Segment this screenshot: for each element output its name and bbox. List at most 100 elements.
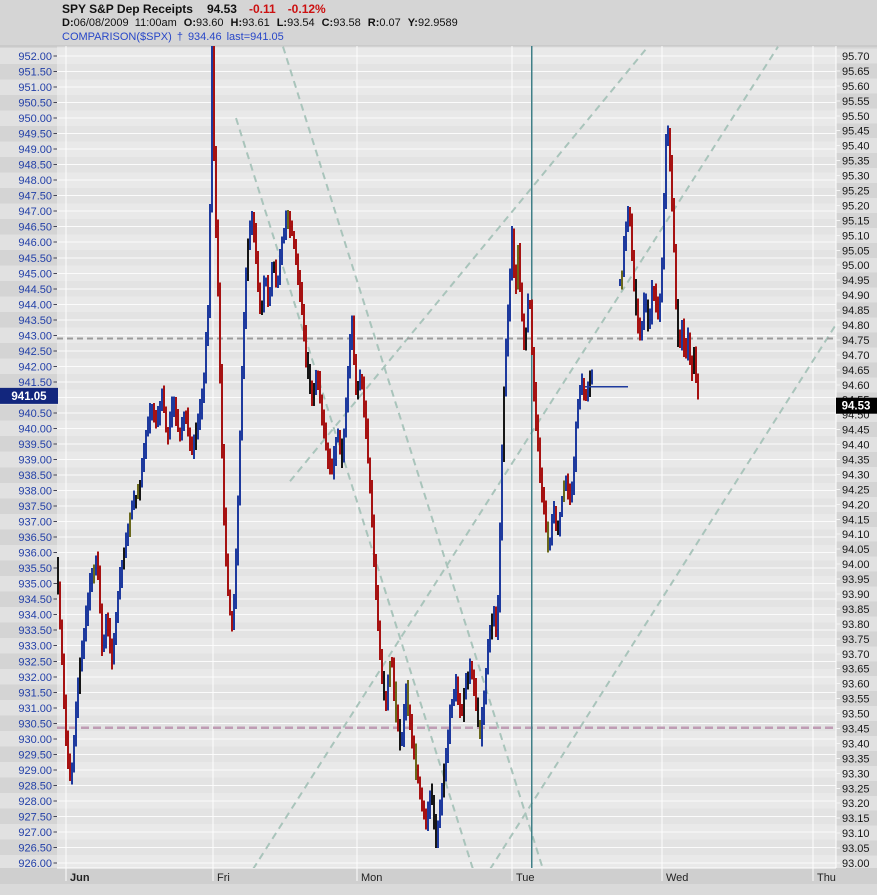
price-bar	[653, 285, 655, 301]
price-bar	[513, 228, 515, 279]
axis-band	[836, 586, 877, 602]
price-bar	[305, 325, 307, 368]
price-bar	[675, 243, 677, 310]
price-bar	[77, 677, 79, 718]
price-bar	[461, 703, 463, 717]
price-bar	[553, 500, 555, 524]
comparison-label: COMPARISON($SPX)	[62, 31, 172, 43]
price-bar	[681, 319, 683, 351]
price-bar	[533, 346, 535, 402]
axis-band	[836, 795, 877, 811]
price-bar	[519, 243, 521, 293]
price-bar	[91, 567, 93, 592]
price-bar	[333, 445, 335, 480]
left-axis-tick-label: 939.50	[18, 439, 52, 451]
right-axis-tick-label: 93.20	[842, 798, 870, 810]
price-bar	[275, 259, 277, 288]
right-axis-tick-label: 93.00	[842, 858, 870, 870]
price-bar	[117, 591, 119, 624]
price-bar	[277, 275, 279, 288]
price-bar	[649, 308, 651, 329]
price-bar	[545, 500, 547, 533]
left-axis-tick-label: 941.50	[18, 377, 52, 389]
ohlc-field: L:93.54	[276, 17, 315, 29]
time-axis-label: Tue	[516, 872, 535, 884]
price-bar	[351, 315, 353, 350]
right-axis-tick-label: 94.15	[842, 514, 870, 526]
right-axis-tick-label: 93.15	[842, 813, 870, 825]
price-bar	[355, 353, 357, 395]
price-bar	[161, 388, 163, 412]
price-bar	[257, 250, 259, 292]
axis-band	[0, 700, 57, 716]
header-background	[0, 0, 877, 46]
symbol-title-row: SPY S&P Dep Receipts 94.53 -0.11 -0.12%	[62, 2, 326, 16]
price-bar	[341, 438, 343, 468]
axis-band	[0, 482, 57, 499]
axis-band	[836, 556, 877, 572]
left-axis-tick-label: 937.00	[18, 517, 52, 529]
left-axis-tick-label: 951.50	[18, 67, 52, 79]
right-axis-tick-label: 95.40	[842, 141, 870, 153]
right-axis-tick-label: 95.30	[842, 171, 870, 183]
price-bar	[271, 261, 273, 297]
right-axis-tick-label: 95.70	[842, 51, 870, 63]
price-bar	[447, 729, 449, 763]
price-bar	[417, 764, 419, 784]
price-bar	[475, 678, 477, 711]
right-axis-tick-label: 94.10	[842, 529, 870, 541]
price-bar	[427, 801, 429, 832]
price-bar	[127, 523, 129, 547]
price-bar	[317, 370, 319, 391]
trendline-annotation[interactable]	[252, 46, 779, 870]
price-bar	[249, 220, 251, 250]
price-bar	[69, 753, 71, 781]
price-bar	[85, 605, 87, 642]
price-bar	[569, 483, 571, 506]
price-bar	[187, 407, 189, 437]
price-bar	[477, 697, 479, 727]
price-bar	[65, 694, 67, 746]
price-bar	[225, 507, 227, 567]
axis-band	[836, 825, 877, 841]
price-bar	[391, 657, 393, 668]
price-bar	[235, 548, 237, 610]
axis-band	[0, 327, 57, 344]
left-axis-tick-label: 937.50	[18, 501, 52, 513]
axis-band	[0, 575, 57, 592]
ohlc-field: Y:92.9589	[407, 17, 458, 29]
price-bar	[353, 315, 355, 366]
price-bar	[485, 667, 487, 705]
price-bar	[213, 46, 215, 161]
price-bar	[349, 333, 351, 379]
chart-header: SPY S&P Dep Receipts 94.53 -0.11 -0.12% D:0…	[0, 0, 877, 46]
price-bar	[429, 790, 431, 820]
ohlc-field: D:06/08/2009 11:00am	[62, 17, 177, 29]
price-bar	[669, 128, 671, 172]
price-bar	[633, 249, 635, 292]
axis-band	[836, 377, 877, 393]
price-bar	[283, 228, 285, 244]
price-bar	[343, 428, 345, 463]
price-bar	[473, 669, 475, 697]
price-bar	[501, 444, 503, 541]
right-axis-tick-label: 94.95	[842, 275, 870, 287]
left-axis-tick-label: 952.00	[18, 51, 52, 63]
price-bar	[697, 373, 699, 400]
axis-band	[0, 669, 57, 685]
price-bar	[621, 270, 623, 290]
time-axis-label: Wed	[666, 872, 688, 884]
trendline-annotation[interactable]	[289, 46, 649, 482]
price-bar	[185, 410, 187, 424]
left-axis-tick-label: 929.00	[18, 765, 52, 777]
price-bar	[555, 505, 557, 532]
axis-band	[836, 108, 877, 124]
price-bar	[309, 363, 311, 395]
symbol-title: SPY S&P Dep Receipts	[62, 2, 193, 16]
price-bar	[629, 206, 631, 227]
price-bar	[227, 553, 229, 596]
price-bar	[415, 743, 417, 781]
axis-band	[0, 110, 57, 126]
price-bar	[247, 238, 249, 282]
